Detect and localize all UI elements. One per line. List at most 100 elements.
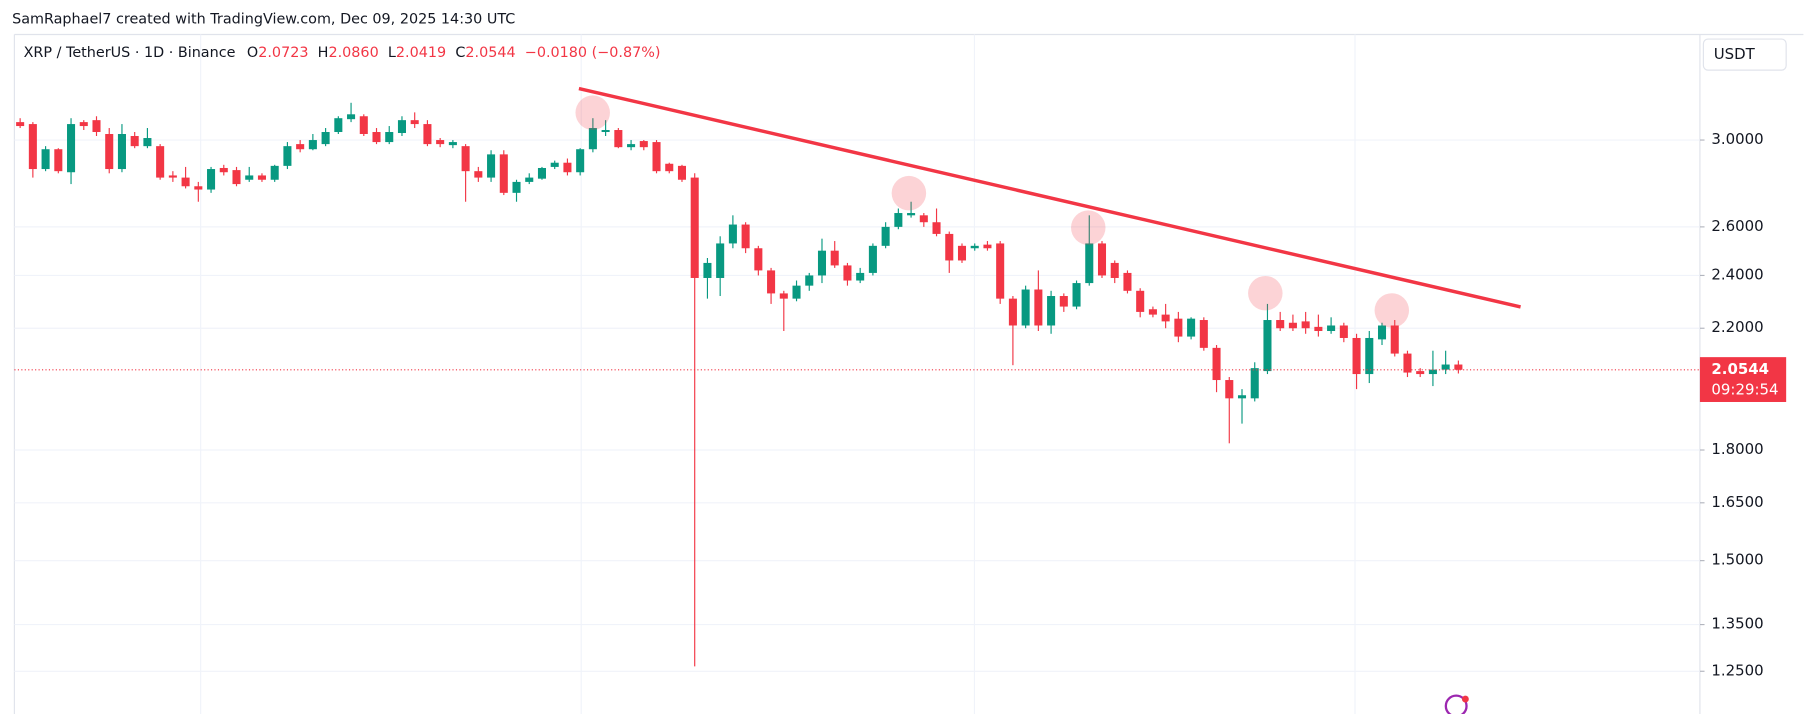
y-tick-label: 2.6000 — [1711, 217, 1763, 235]
candle-body — [728, 224, 737, 244]
candle-body — [385, 132, 394, 143]
grid — [14, 139, 1700, 672]
candle-body — [614, 130, 623, 148]
candle-body — [805, 275, 814, 286]
candles — [14, 102, 1700, 667]
candle-body — [487, 154, 496, 178]
candle-body — [1148, 309, 1157, 315]
candle-body — [1034, 289, 1043, 326]
candle-body — [130, 136, 139, 147]
candle-body — [754, 248, 763, 271]
candle-body — [1352, 337, 1361, 375]
touch-marker — [575, 95, 610, 130]
trendline — [578, 86, 1521, 309]
candle-body — [143, 138, 152, 147]
candle-body — [1237, 395, 1247, 399]
candle-body — [181, 177, 190, 187]
change: −0.0180 (−0.87%) — [525, 45, 661, 61]
candle-body — [448, 142, 457, 146]
candle-body — [1123, 272, 1132, 291]
candle-body — [563, 162, 572, 173]
candle-body — [219, 167, 228, 173]
candle-body — [1225, 380, 1234, 399]
candle-body — [779, 293, 788, 299]
ohlc-label: L — [388, 45, 396, 61]
candle-body — [410, 120, 419, 125]
candle-body — [1072, 283, 1081, 307]
candle-body — [932, 222, 941, 234]
alert-icon[interactable] — [1444, 694, 1469, 714]
ohlc-value: 2.0544 — [465, 45, 515, 61]
candle-body — [1390, 325, 1399, 354]
candle-body — [1212, 347, 1221, 381]
currency-button[interactable]: USDT — [1702, 38, 1787, 71]
candle-body — [105, 134, 114, 170]
candle-body — [1416, 371, 1425, 375]
y-tick-label: 2.2000 — [1711, 318, 1763, 336]
price-axis: 3.0000 2.6000 2.4000 2.2000 1.8000 1.6500 1.50… — [1699, 130, 1787, 679]
symbol: XRP / TetherUS · 1D · Binance — [24, 45, 236, 61]
candle-body — [232, 170, 241, 185]
candle-body — [767, 270, 776, 294]
candle-body — [1365, 337, 1374, 375]
candle-body — [576, 149, 585, 173]
icon[interactable] — [1444, 694, 1468, 714]
candle-body — [1085, 243, 1094, 284]
candle-body — [347, 114, 356, 120]
candle-body — [474, 171, 483, 178]
icon-dot[interactable] — [1461, 695, 1469, 703]
candle-body — [945, 233, 954, 261]
legend: XRP / TetherUS · 1D · Binance O2.0723 H2… — [24, 45, 661, 61]
ohlc-label: O — [247, 45, 258, 61]
candle-body — [92, 120, 101, 133]
y-tick-label: 2.4000 — [1711, 265, 1763, 283]
candle-body — [156, 146, 165, 178]
candle-body — [1377, 325, 1387, 340]
button-label[interactable]: USDT — [1714, 45, 1756, 63]
candle-body — [537, 167, 547, 179]
y-tick-label: 3.0000 — [1711, 130, 1763, 148]
y-tick-label: 1.5000 — [1711, 551, 1763, 569]
candle-body — [830, 250, 839, 266]
ohlc-value: 2.0723 — [258, 45, 308, 61]
candle-body — [1097, 243, 1107, 276]
candle-body — [79, 122, 88, 127]
candle-body — [1301, 321, 1310, 329]
candle-body — [1314, 326, 1323, 332]
ohlc-value: 2.0860 — [328, 45, 378, 61]
y-tick-label: 1.3500 — [1711, 615, 1763, 633]
candle-body — [1327, 325, 1336, 332]
candle-body — [499, 154, 508, 193]
candle-body — [207, 169, 216, 190]
candle-body — [1454, 364, 1463, 370]
candle-body — [194, 186, 203, 190]
candle-body — [1428, 369, 1437, 375]
candle-body — [1263, 320, 1272, 372]
candle-body — [461, 146, 470, 172]
candle-body — [983, 244, 992, 249]
candle-body — [245, 175, 254, 180]
y-tick-label: 1.8000 — [1711, 440, 1763, 458]
candle-body — [1161, 314, 1170, 322]
candle-body — [1276, 320, 1285, 329]
candle-body — [1339, 325, 1348, 338]
ohlc-label: H — [318, 45, 329, 61]
candle-body — [843, 265, 852, 281]
candle-body — [677, 165, 687, 180]
candle-body — [996, 243, 1005, 299]
candle-body — [1250, 368, 1259, 399]
candle-body — [894, 213, 903, 227]
button-box[interactable] — [1702, 38, 1787, 71]
candle-body — [321, 132, 330, 145]
y-tick-label: 1.6500 — [1711, 493, 1763, 511]
candle-body — [1047, 296, 1056, 326]
candle-body — [703, 262, 712, 278]
candle-body — [1021, 289, 1030, 326]
candle-body — [359, 116, 368, 135]
candle-body — [67, 124, 76, 173]
candle-body — [741, 224, 750, 249]
last-price-label: 2.0544 — [1711, 360, 1769, 378]
candle-body — [296, 144, 305, 150]
candle-body — [588, 128, 597, 150]
